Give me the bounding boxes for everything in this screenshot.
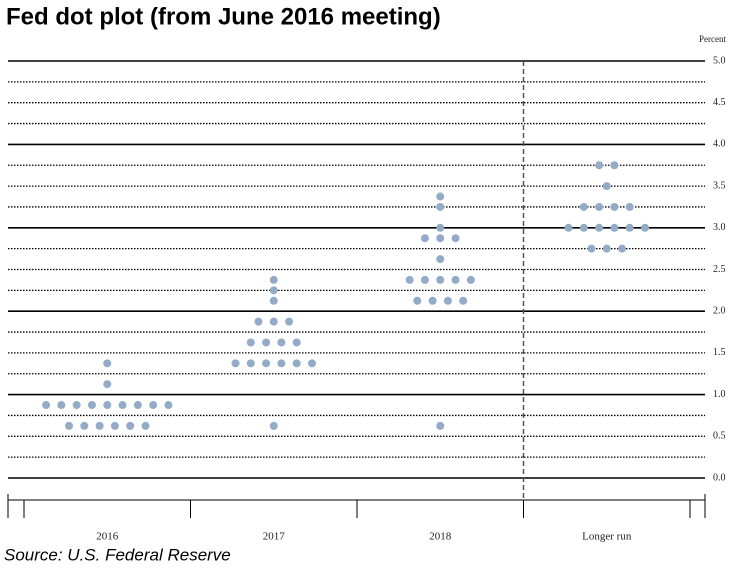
dot <box>95 421 104 430</box>
dot <box>587 244 596 253</box>
dot <box>292 338 301 347</box>
y-tick-label: 1.0 <box>713 389 726 400</box>
dot <box>262 338 271 347</box>
chart-title: Fed dot plot (from June 2016 meeting) <box>6 3 441 30</box>
dot <box>579 202 588 211</box>
y-tick-label: 1.5 <box>713 347 726 358</box>
dot <box>443 296 452 305</box>
dot <box>595 223 604 232</box>
x-tick-label: Longer run <box>582 531 632 543</box>
x-tick-label: 2018 <box>429 531 452 543</box>
dot <box>269 421 278 430</box>
y-tick-label: 5.0 <box>713 55 726 66</box>
y-tick-label: 3.0 <box>713 222 726 233</box>
dot <box>269 317 278 326</box>
source: Source: U.S. Federal Reserve <box>4 545 231 564</box>
dot <box>579 223 588 232</box>
dot <box>641 223 649 232</box>
dot <box>308 359 316 368</box>
dot <box>118 401 127 410</box>
y-tick-label: 2.5 <box>713 264 726 275</box>
dot <box>103 359 112 368</box>
y-tick-label: 4.0 <box>713 139 726 150</box>
x-tick-label: 2017 <box>263 531 286 543</box>
dot <box>602 244 611 253</box>
y-tick-label: 0.0 <box>713 472 726 483</box>
dot <box>618 244 627 253</box>
dot <box>610 223 619 232</box>
x-tick-label: 2016 <box>96 531 119 543</box>
dot <box>57 401 66 410</box>
dot <box>610 161 619 170</box>
dot <box>420 234 429 243</box>
y-tick-label: 3.5 <box>713 180 726 191</box>
dot <box>126 421 135 430</box>
dot <box>269 275 278 284</box>
dot <box>625 223 634 232</box>
y-tick-label: 4.5 <box>713 97 726 108</box>
dot <box>277 359 286 368</box>
dot <box>451 234 460 243</box>
y-axis-label: Percent <box>699 34 726 44</box>
dot <box>110 421 119 430</box>
dot <box>436 234 445 243</box>
dot <box>72 401 81 410</box>
dot <box>595 202 604 211</box>
dot <box>87 401 96 410</box>
dot <box>405 275 414 284</box>
dot <box>269 286 278 295</box>
dot <box>246 359 255 368</box>
dot <box>42 401 51 410</box>
dot <box>103 380 112 389</box>
dot <box>103 401 112 410</box>
dot <box>262 359 271 368</box>
dot <box>420 275 429 284</box>
dot <box>436 421 445 430</box>
dot <box>277 338 286 347</box>
dot <box>436 202 445 211</box>
dot <box>292 359 301 368</box>
dot <box>141 421 150 430</box>
dot <box>459 296 468 305</box>
dot <box>164 401 173 410</box>
dot <box>466 275 475 284</box>
dot <box>65 421 73 430</box>
dot <box>436 192 445 201</box>
dot <box>436 275 445 284</box>
dot <box>428 296 437 305</box>
y-tick-label: 2.0 <box>713 305 726 316</box>
dot <box>413 296 422 305</box>
y-tick-label: 0.5 <box>713 431 726 442</box>
dot <box>451 275 460 284</box>
dot <box>436 223 445 232</box>
dot <box>254 317 263 326</box>
dot <box>285 317 294 326</box>
dot <box>133 401 142 410</box>
dot <box>80 421 89 430</box>
dot <box>595 161 604 170</box>
dot <box>231 359 240 368</box>
dot <box>269 296 278 305</box>
dot <box>610 202 619 211</box>
dot <box>436 255 445 264</box>
dot <box>602 182 611 191</box>
dot <box>149 401 158 410</box>
dot <box>246 338 255 347</box>
dot <box>625 202 634 211</box>
dot <box>564 223 573 232</box>
